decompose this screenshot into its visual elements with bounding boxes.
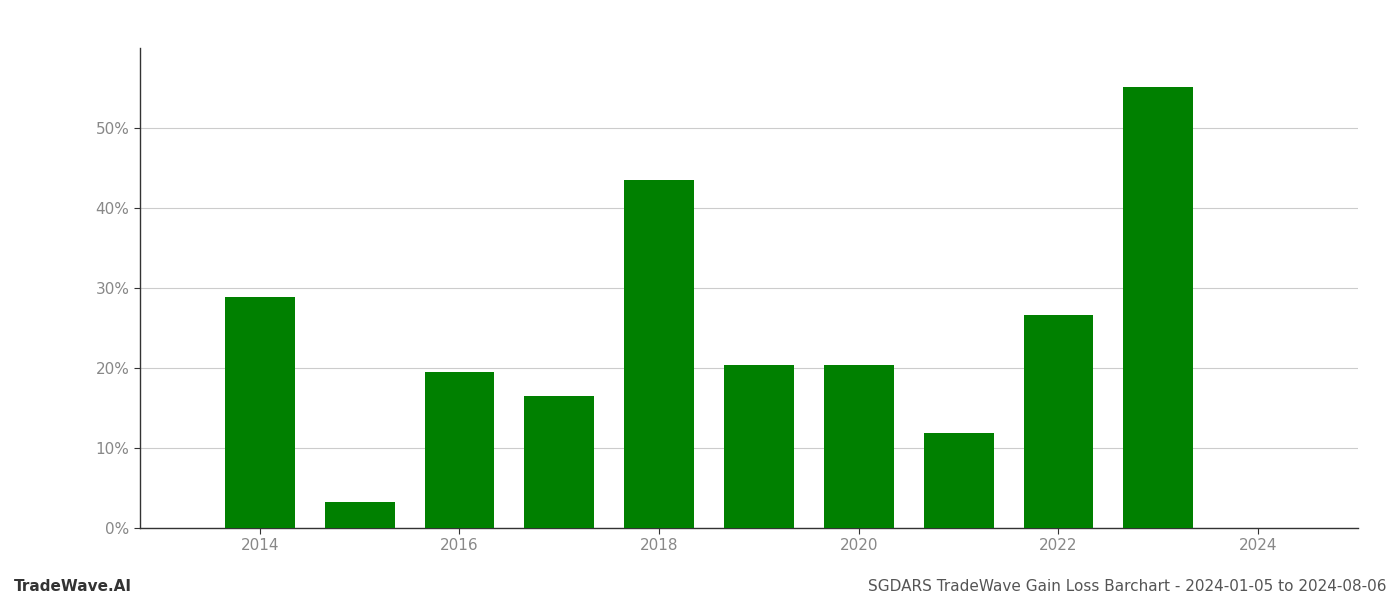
Bar <box>225 297 295 528</box>
Bar <box>525 396 594 528</box>
Bar <box>1123 87 1193 528</box>
Bar <box>325 502 395 528</box>
Text: TradeWave.AI: TradeWave.AI <box>14 579 132 594</box>
Text: SGDARS TradeWave Gain Loss Barchart - 2024-01-05 to 2024-08-06: SGDARS TradeWave Gain Loss Barchart - 20… <box>868 579 1386 594</box>
Bar <box>424 372 494 528</box>
Bar <box>1023 315 1093 528</box>
Bar <box>724 365 794 528</box>
Bar <box>624 180 694 528</box>
Bar <box>924 433 994 528</box>
Bar <box>823 365 893 528</box>
